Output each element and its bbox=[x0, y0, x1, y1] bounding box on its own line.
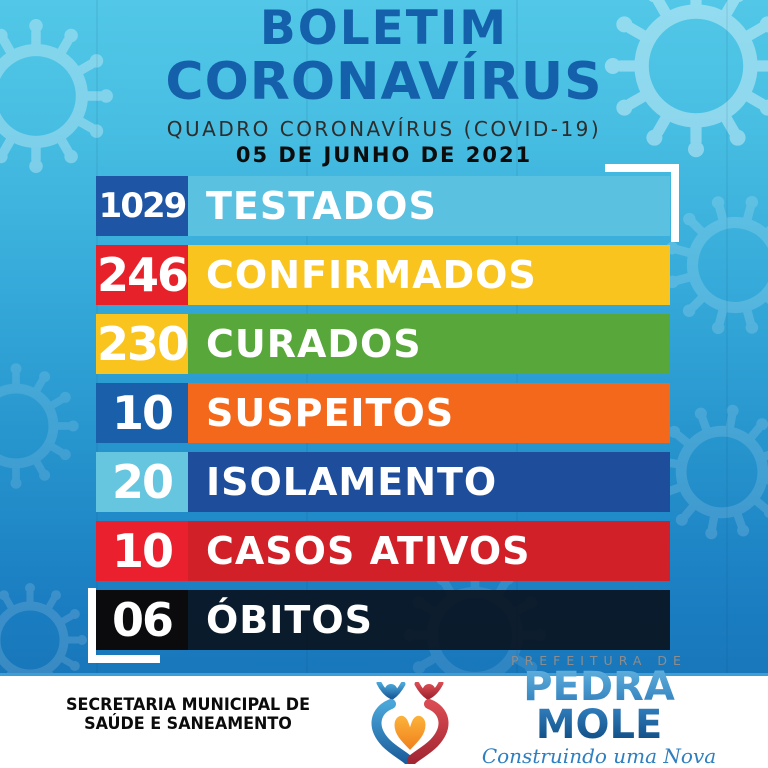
stat-row-confirmados: 246 CONFIRMADOS bbox=[96, 245, 670, 305]
stat-value: 10 bbox=[96, 521, 188, 581]
stat-label-bar: ÓBITOS bbox=[188, 590, 670, 650]
subtitle: QUADRO CORONAVÍRUS (COVID-19) bbox=[166, 117, 602, 141]
page-title-line1: BOLETIM bbox=[259, 1, 509, 56]
stat-value: 10 bbox=[96, 383, 188, 443]
heart-people-logo-icon bbox=[371, 682, 449, 764]
stat-label-bar: CONFIRMADOS bbox=[188, 245, 670, 305]
page-title-line2: CORONAVÍRUS bbox=[165, 52, 603, 112]
bulletin-date: 05 DE JUNHO DE 2021 bbox=[235, 143, 533, 167]
stat-label: CONFIRMADOS bbox=[206, 253, 537, 297]
stat-label-bar: TESTADOS bbox=[188, 176, 670, 236]
department-name: SECRETARIA MUNICIPAL DE SAÚDE E SANEAMEN… bbox=[47, 696, 329, 733]
stat-value: 230 bbox=[96, 314, 189, 374]
stat-label: CASOS ATIVOS bbox=[206, 529, 531, 573]
department-line1: SECRETARIA MUNICIPAL DE bbox=[65, 695, 310, 715]
logo-slogan: Construindo uma Nova História bbox=[481, 743, 717, 768]
corner-bracket-bottom-left bbox=[88, 588, 160, 663]
logo-prefeitura-de: PREFEITURA DE bbox=[511, 652, 687, 668]
stat-label: SUSPEITOS bbox=[206, 391, 455, 435]
stat-label: CURADOS bbox=[206, 322, 422, 366]
department-line2: SAÚDE E SANEAMENTO bbox=[84, 713, 292, 734]
header: BOLETIM CORONAVÍRUS QUADRO CORONAVÍRUS (… bbox=[0, 1, 768, 168]
stat-label-bar: SUSPEITOS bbox=[188, 383, 670, 443]
stat-label-bar: CASOS ATIVOS bbox=[188, 521, 670, 581]
stat-row-curados: 230 CURADOS bbox=[96, 314, 670, 374]
corner-bracket-top-right bbox=[605, 164, 679, 242]
stat-row-obitos: 06 ÓBITOS bbox=[96, 590, 670, 650]
stat-row-testados: 1029 TESTADOS bbox=[96, 176, 670, 236]
stat-label: TESTADOS bbox=[206, 184, 437, 228]
statistics-list: 1029 TESTADOS 246 CONFIRMADOS 230 CURADO… bbox=[96, 176, 670, 650]
stat-value: 246 bbox=[96, 245, 189, 305]
stat-value: 06 bbox=[96, 590, 188, 650]
logo-text-block: PREFEITURA DE PEDRA MOLE Construindo uma… bbox=[468, 653, 730, 768]
stat-label: ISOLAMENTO bbox=[206, 460, 498, 504]
stat-row-casos-ativos: 10 CASOS ATIVOS bbox=[96, 521, 670, 581]
stat-label: ÓBITOS bbox=[206, 598, 373, 642]
stat-row-suspeitos: 10 SUSPEITOS bbox=[96, 383, 670, 443]
stat-value: 1029 bbox=[96, 176, 188, 236]
prefeitura-logo: PREFEITURA DE PEDRA MOLE Construindo uma… bbox=[358, 653, 730, 768]
stat-row-isolamento: 20 ISOLAMENTO bbox=[96, 452, 670, 512]
stat-label-bar: ISOLAMENTO bbox=[188, 452, 670, 512]
stat-label-bar: CURADOS bbox=[188, 314, 670, 374]
logo-city-name: PEDRA MOLE bbox=[468, 667, 730, 745]
footer: SECRETARIA MUNICIPAL DE SAÚDE E SANEAMEN… bbox=[0, 653, 768, 768]
stat-value: 20 bbox=[96, 452, 188, 512]
